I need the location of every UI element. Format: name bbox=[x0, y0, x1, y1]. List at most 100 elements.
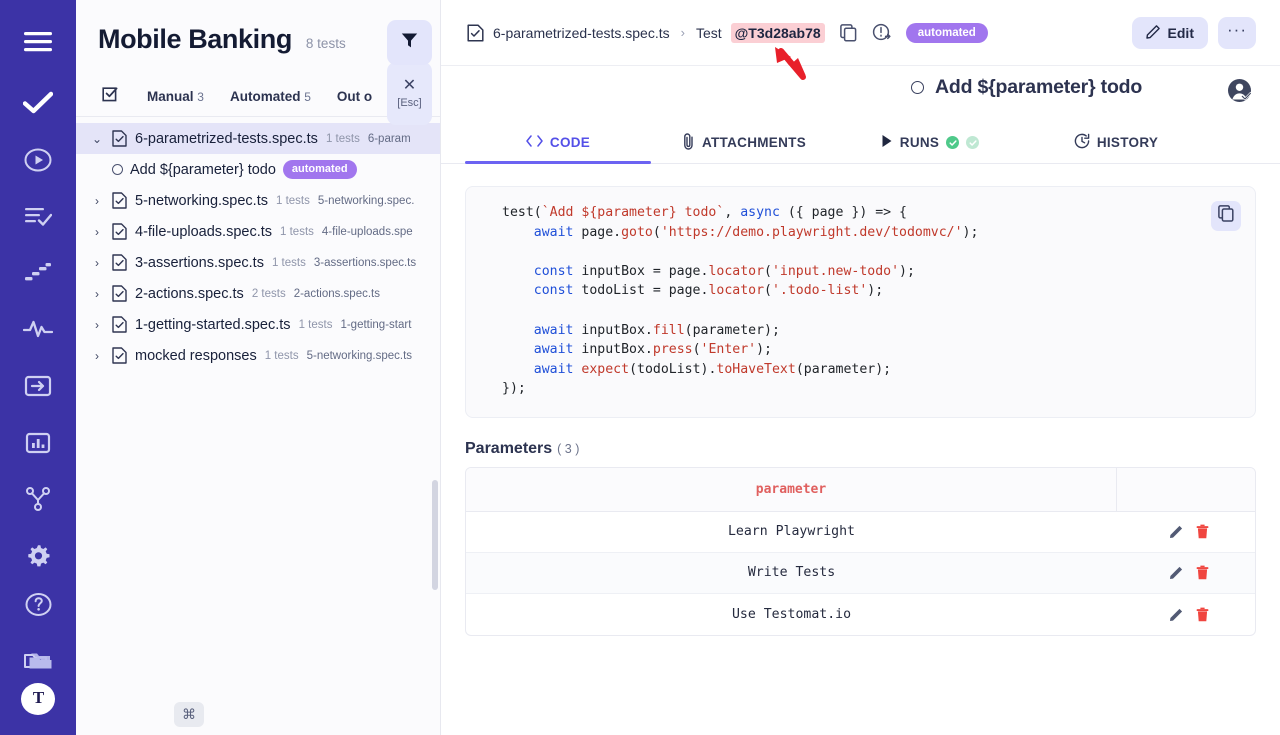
tree-row-tests: 1 tests bbox=[298, 318, 333, 331]
table-row[interactable]: Use Testomat.io bbox=[466, 594, 1255, 635]
chevron-right-icon[interactable]: › bbox=[95, 317, 99, 332]
tree-row-path: 2-actions.spec.ts bbox=[293, 287, 380, 300]
run-status-pass-faded-icon bbox=[966, 136, 980, 149]
close-icon[interactable]: ✕ bbox=[402, 77, 417, 94]
tree-row[interactable]: Add ${parameter} todo automated bbox=[76, 154, 440, 185]
tab-history[interactable]: HISTORY bbox=[1023, 122, 1209, 163]
checkmark-icon[interactable] bbox=[12, 79, 64, 128]
more-options-button[interactable]: ··· bbox=[1218, 16, 1256, 49]
tab-history-label: HISTORY bbox=[1096, 135, 1159, 150]
test-title: Add ${parameter} todo bbox=[935, 76, 1143, 98]
test-id-tag[interactable]: @T3d28ab78 bbox=[730, 22, 825, 43]
copy-code-button[interactable] bbox=[1211, 201, 1241, 231]
code-block: test(`Add ${parameter} todo`, async ({ p… bbox=[465, 186, 1256, 418]
tab-automated[interactable]: Automated 5 bbox=[230, 89, 311, 104]
tree-row-path: 1-getting-start bbox=[340, 318, 412, 331]
tree-row-path: 4-file-uploads.spe bbox=[321, 225, 413, 238]
clock-history-icon[interactable] bbox=[872, 23, 891, 42]
pencil-icon[interactable] bbox=[1169, 524, 1184, 539]
chevron-right-icon[interactable]: › bbox=[95, 286, 99, 301]
bar-chart-icon[interactable] bbox=[12, 418, 64, 467]
project-test-count: 8 tests bbox=[305, 36, 346, 51]
list-check-icon[interactable] bbox=[12, 192, 64, 241]
row-actions bbox=[1117, 524, 1255, 539]
page-title: Mobile Banking bbox=[98, 24, 292, 54]
command-key-button[interactable]: ⌘ bbox=[174, 702, 204, 727]
filter-button[interactable] bbox=[387, 20, 432, 65]
tree-row[interactable]: › 4-file-uploads.spec.ts 1 tests 4-file-… bbox=[76, 216, 440, 247]
avatar[interactable] bbox=[1227, 78, 1252, 108]
tab-code[interactable]: CODE bbox=[465, 122, 651, 164]
tab-out-of-sync[interactable]: Out o bbox=[337, 89, 372, 104]
code-content[interactable]: test(`Add ${parameter} todo`, async ({ p… bbox=[502, 205, 979, 397]
tree-row[interactable]: › mocked responses 1 tests 5-networking.… bbox=[76, 340, 440, 371]
test-detail-panel: 6-parametrized-tests.spec.ts › Test @T3d… bbox=[441, 0, 1280, 735]
table-row[interactable]: Learn Playwright bbox=[466, 512, 1255, 553]
file-check-icon bbox=[112, 130, 127, 147]
chevron-right-icon[interactable]: › bbox=[95, 255, 99, 270]
play-icon bbox=[881, 134, 893, 151]
tab-automated-label: Automated bbox=[229, 89, 301, 104]
tab-attachments[interactable]: ATTACHMENTS bbox=[651, 122, 837, 163]
gear-icon[interactable] bbox=[12, 531, 64, 580]
file-check-icon bbox=[112, 223, 127, 240]
copy-icon[interactable] bbox=[839, 23, 857, 42]
stairs-icon[interactable] bbox=[12, 248, 64, 297]
parameters-title: Parameters bbox=[465, 439, 553, 457]
tree-row-tests: 2 tests bbox=[251, 287, 286, 300]
tab-runs[interactable]: RUNS bbox=[837, 122, 1023, 163]
tree-row-name: 5-networking.spec.ts bbox=[135, 192, 268, 209]
breadcrumb-file[interactable]: 6-parametrized-tests.spec.ts bbox=[493, 24, 670, 41]
tree-row[interactable]: ⌄ 6-parametrized-tests.spec.ts 1 tests 6… bbox=[76, 123, 440, 154]
folder-icon[interactable] bbox=[12, 635, 64, 684]
tree-row[interactable]: › 2-actions.spec.ts 2 tests 2-actions.sp… bbox=[76, 278, 440, 309]
import-icon[interactable] bbox=[12, 362, 64, 411]
tree-row-name: mocked responses bbox=[135, 347, 257, 364]
chevron-right-icon[interactable]: › bbox=[95, 224, 99, 239]
more-options-glyph: ··· bbox=[1227, 19, 1247, 39]
tab-manual[interactable]: Manual 3 bbox=[147, 89, 204, 104]
list-filter-tabs: Manual 3 Automated 5 Out o bbox=[76, 55, 440, 117]
chevron-down-icon[interactable]: ⌄ bbox=[91, 131, 103, 146]
trash-icon[interactable] bbox=[1196, 565, 1209, 580]
tree-row-tests: 1 tests bbox=[325, 132, 360, 145]
filter-icon bbox=[401, 32, 418, 54]
trash-icon[interactable] bbox=[1196, 607, 1209, 622]
help-circle-icon[interactable] bbox=[12, 580, 64, 629]
escape-hint-popover[interactable]: ✕ [Esc] bbox=[387, 62, 432, 125]
trash-icon[interactable] bbox=[1196, 524, 1209, 539]
tree-row[interactable]: › 1-getting-started.spec.ts 1 tests 1-ge… bbox=[76, 309, 440, 340]
tree-row-path: 5-networking.spec.ts bbox=[306, 349, 413, 362]
parameters-header: Parameters ( 3 ) bbox=[465, 440, 1256, 458]
code-icon bbox=[526, 135, 543, 150]
parameters-table-header: parameter bbox=[466, 467, 1255, 512]
tree-row-name: 2-actions.spec.ts bbox=[135, 285, 244, 302]
table-row[interactable]: Write Tests bbox=[466, 552, 1255, 594]
tree-row[interactable]: › 3-assertions.spec.ts 1 tests 3-asserti… bbox=[76, 247, 440, 278]
file-check-icon bbox=[112, 347, 127, 364]
copy-icon bbox=[1218, 205, 1234, 227]
play-circle-icon[interactable] bbox=[12, 135, 64, 184]
menu-icon[interactable] bbox=[12, 18, 64, 67]
tab-attachments-label: ATTACHMENTS bbox=[701, 135, 807, 150]
parameters-actions-header bbox=[1117, 468, 1255, 511]
app-logo[interactable]: T bbox=[21, 683, 55, 716]
chevron-right-icon[interactable]: › bbox=[95, 193, 99, 208]
pencil-icon[interactable] bbox=[1169, 565, 1184, 580]
test-status-circle-icon bbox=[112, 164, 123, 175]
edit-button[interactable]: Edit bbox=[1131, 16, 1208, 49]
run-status-pass-icon bbox=[946, 136, 960, 149]
row-actions bbox=[1117, 565, 1255, 580]
tree-row[interactable]: › 5-networking.spec.ts 1 tests 5-network… bbox=[76, 185, 440, 216]
pencil-icon[interactable] bbox=[1169, 607, 1184, 622]
chevron-right-icon[interactable]: › bbox=[95, 348, 99, 363]
pulse-icon[interactable] bbox=[12, 305, 64, 354]
row-actions bbox=[1117, 607, 1255, 622]
branch-icon[interactable] bbox=[12, 475, 64, 524]
tab-runs-label: RUNS bbox=[899, 135, 940, 150]
file-check-icon bbox=[112, 254, 127, 271]
list-scrollbar[interactable] bbox=[432, 480, 438, 590]
select-all-icon[interactable] bbox=[102, 87, 121, 106]
tab-manual-label: Manual bbox=[147, 89, 194, 104]
